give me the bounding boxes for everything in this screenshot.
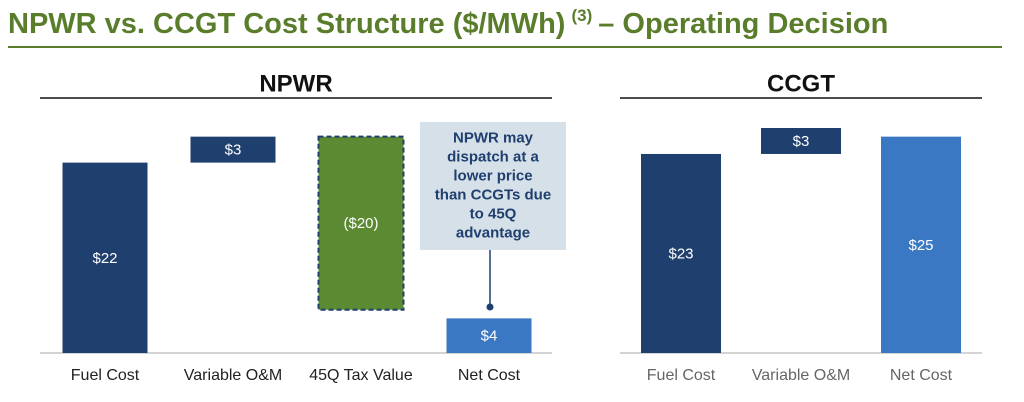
title-main: NPWR vs. CCGT Cost Structure ($/MWh) (8, 8, 565, 40)
bar (761, 128, 841, 154)
annotation: NPWR may dispatch at a lower price than CCG… (435, 129, 551, 241)
bar (317, 135, 405, 311)
bar (446, 318, 532, 353)
category-label: Variable O&M (752, 367, 850, 384)
value-label: $4 (481, 328, 498, 345)
bar (190, 136, 276, 163)
category-label: Variable O&M (184, 367, 282, 384)
panel-title: NPWR (259, 70, 332, 97)
value-label: $22 (92, 250, 117, 267)
value-label: $25 (908, 237, 933, 254)
category-label: Fuel Cost (71, 367, 140, 384)
value-label: $3 (793, 133, 810, 150)
page-title: NPWR vs. CCGT Cost Structure ($/MWh) (3) –… (8, 6, 888, 39)
value-label: $3 (225, 142, 242, 159)
annotation-dot (486, 303, 494, 311)
category-label: Net Cost (890, 367, 953, 384)
value-label: ($20) (343, 215, 378, 232)
panel-title: CCGT (767, 70, 835, 97)
annotation-box (420, 122, 566, 250)
bar (62, 162, 148, 353)
category-label: 45Q Tax Value (309, 367, 413, 384)
category-label: Fuel Cost (647, 367, 716, 384)
annotation-line: to 45Q (470, 205, 517, 222)
annotation-line: NPWR may (453, 129, 534, 146)
bar (641, 153, 721, 353)
annotation-line: lower price (453, 167, 532, 184)
annotation-line: advantage (456, 224, 530, 241)
annotation-line: dispatch at a (447, 148, 539, 165)
category-label: Net Cost (458, 367, 521, 384)
title-end: – Operating Decision (598, 8, 888, 40)
annotation-line: than CCGTs due (435, 186, 551, 203)
value-label: $23 (668, 245, 693, 262)
title-note: (3) (571, 6, 592, 25)
bar (881, 136, 961, 353)
